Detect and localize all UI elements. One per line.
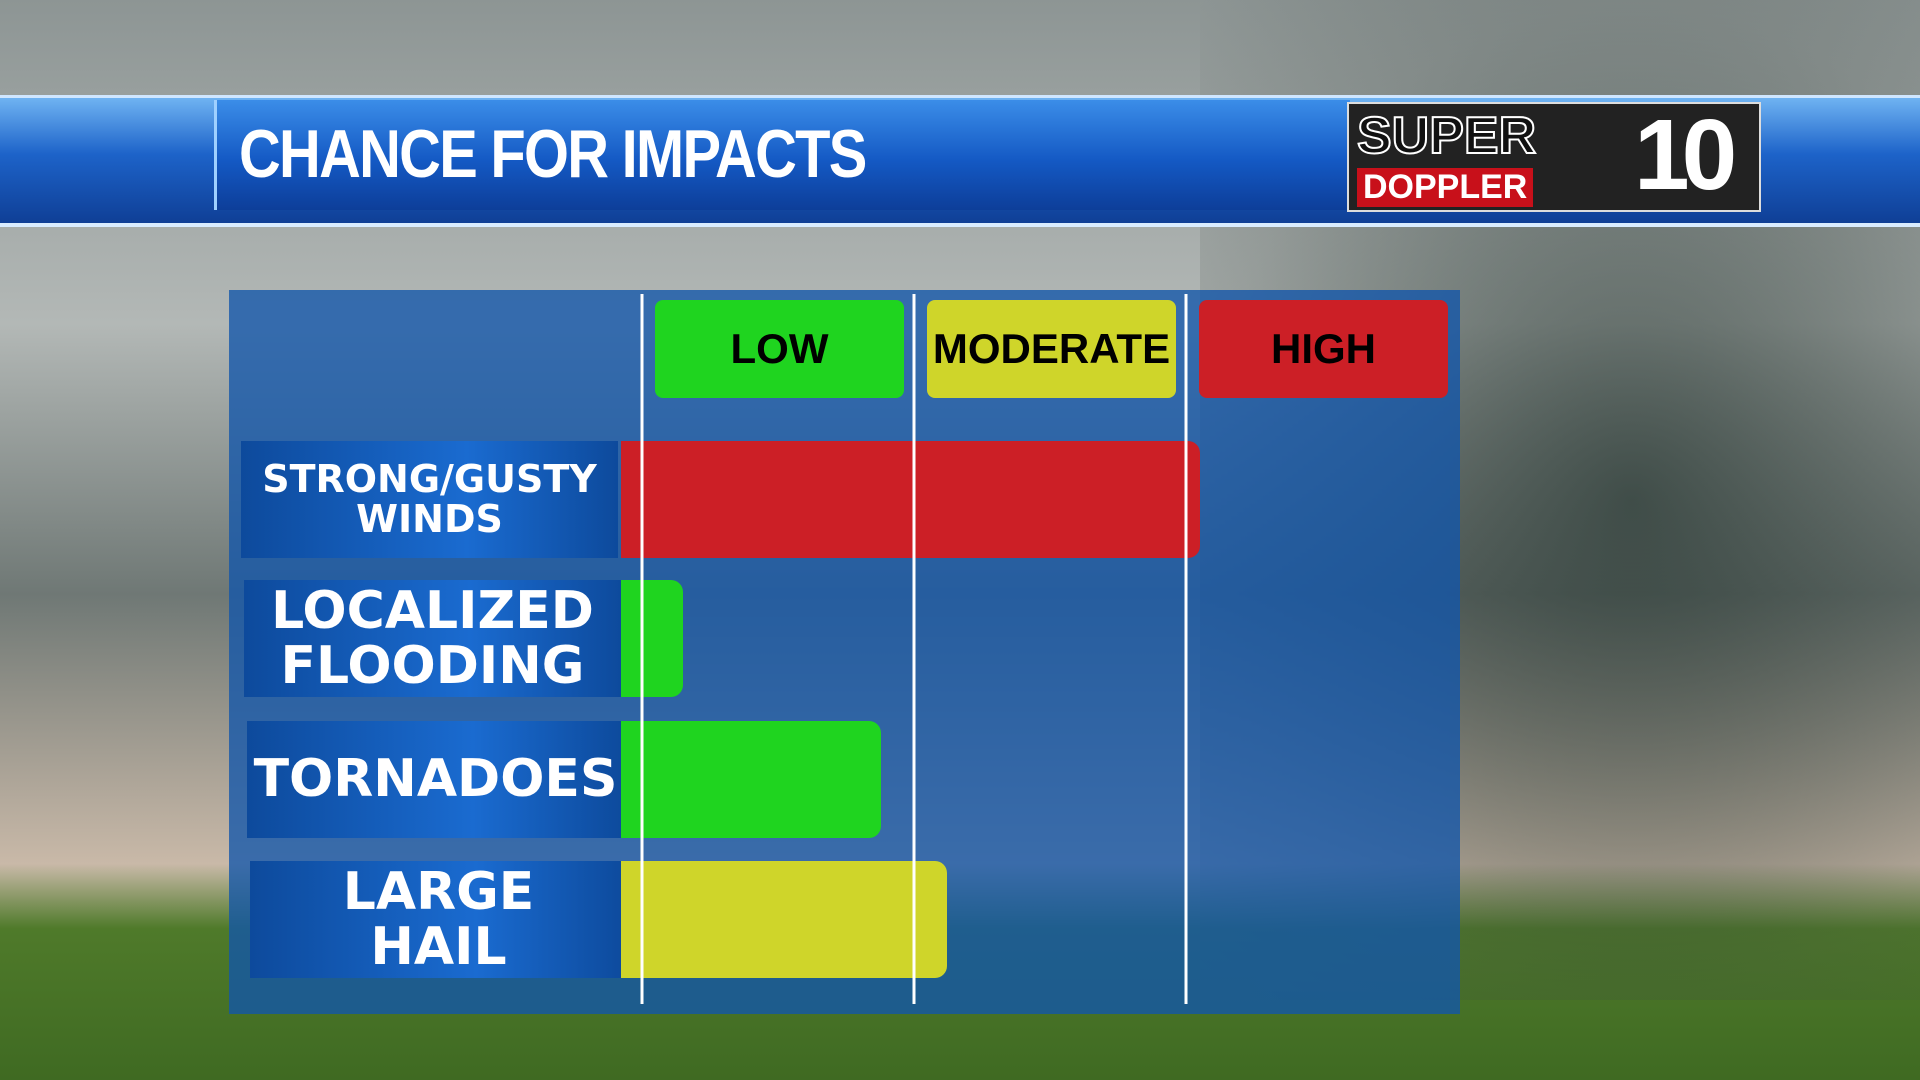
category-label: LARGE HAIL xyxy=(250,861,627,978)
header-box xyxy=(214,100,1350,210)
logo-text: DOPPLER xyxy=(1357,168,1534,207)
level-header: LOW xyxy=(655,300,904,398)
bar xyxy=(621,441,1200,558)
category-label: TORNADOES xyxy=(247,721,624,838)
category-label: LOCALIZED FLOODING xyxy=(244,580,621,697)
logo: SUPER DOPPLER 10 xyxy=(1347,99,1761,212)
bar xyxy=(621,580,683,697)
logo-number: 10 xyxy=(1634,99,1737,211)
level-header: MODERATE xyxy=(927,300,1176,398)
category-label: STRONG/GUSTY WINDS xyxy=(241,441,618,558)
level-header: HIGH xyxy=(1199,300,1448,398)
bar xyxy=(621,861,947,978)
bar xyxy=(621,721,882,838)
title: CHANCE FOR IMPACTS xyxy=(239,116,867,192)
logo-text: SUPER xyxy=(1356,106,1537,166)
